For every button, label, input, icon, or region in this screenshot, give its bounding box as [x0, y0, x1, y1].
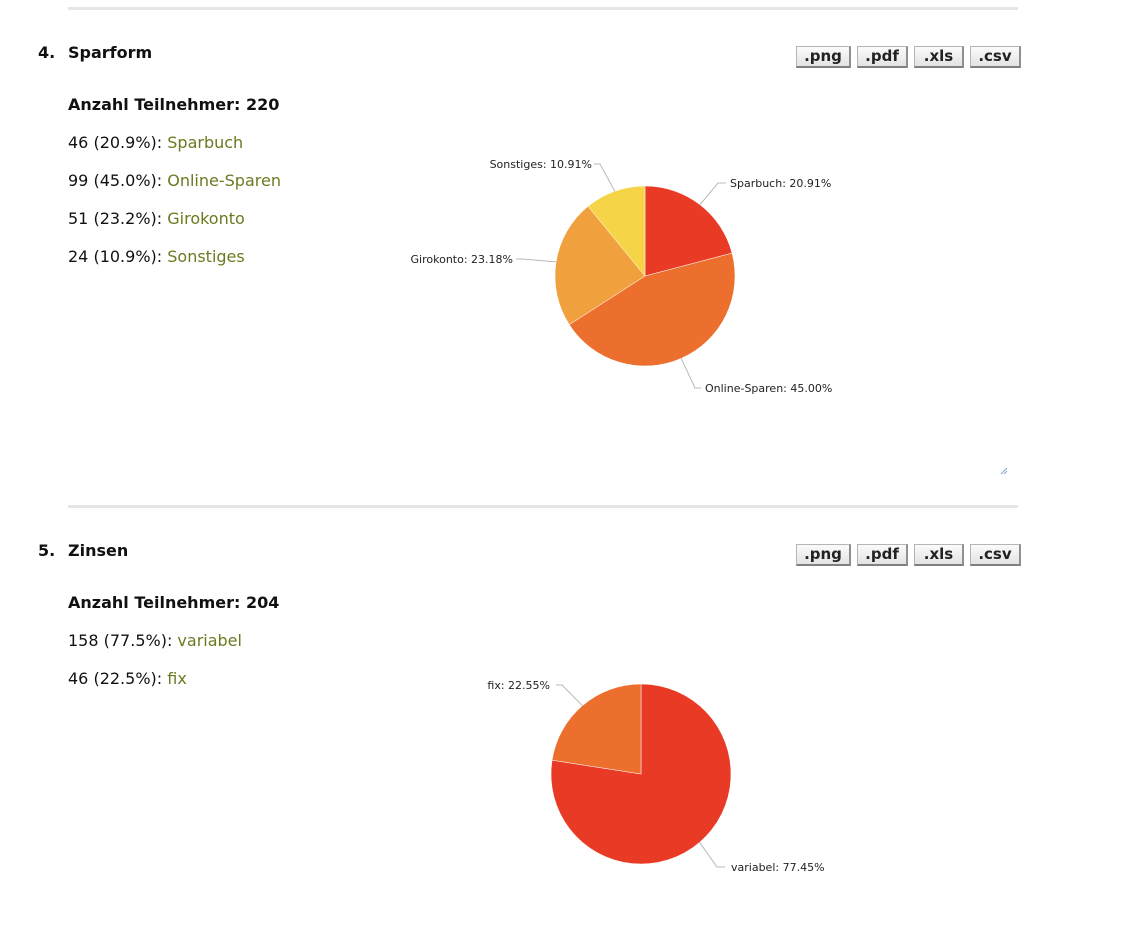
export-pdf-button[interactable]: .pdf [857, 46, 908, 68]
section-divider [68, 7, 1018, 10]
pie-slice-label: Girokonto: 23.18% [411, 253, 513, 266]
pie-label-connector [556, 684, 583, 707]
pie-slice-label: variabel: 77.45% [731, 861, 825, 874]
pie-slice-sonstiges [587, 185, 646, 277]
pie-chart-sparform: Sparbuch: 20.91% Online-Sparen: 45.00% Gir… [411, 158, 833, 395]
export-buttons: .png .pdf .xls .csv [796, 46, 1021, 68]
export-xls-button[interactable]: .xls [914, 46, 964, 68]
answer-count: 46 (22.5%): [68, 669, 163, 688]
pie-slice-online-sparen [568, 252, 736, 367]
answer-option: Girokonto [167, 209, 245, 228]
answer-row: 24 (10.9%): Sonstiges [68, 247, 245, 266]
pie-slice-fix [551, 683, 642, 775]
answer-count: 24 (10.9%): [68, 247, 163, 266]
answer-option: variabel [177, 631, 242, 650]
pie-slice-label: Sparbuch: 20.91% [730, 177, 831, 190]
answer-option: Online-Sparen [167, 171, 281, 190]
answer-count: 51 (23.2%): [68, 209, 163, 228]
answer-row: 51 (23.2%): Girokonto [68, 209, 245, 228]
answer-option: fix [167, 669, 187, 688]
answer-row: 99 (45.0%): Online-Sparen [68, 171, 281, 190]
question-number: 5. [38, 541, 56, 560]
pie-label-connector [699, 842, 725, 868]
export-xls-button[interactable]: .xls [914, 544, 964, 566]
resize-handle-icon[interactable] [1000, 467, 1008, 475]
question-title: Sparform [68, 43, 153, 62]
pie-label-connector [516, 258, 557, 263]
answer-option: Sparbuch [167, 133, 244, 152]
pie-slice-sparbuch [644, 185, 733, 277]
export-pdf-button[interactable]: .pdf [857, 544, 908, 566]
export-buttons: .png .pdf .xls .csv [796, 544, 1021, 566]
export-png-button[interactable]: .png [796, 544, 851, 566]
pie-slice-label: fix: 22.55% [487, 679, 550, 692]
pie-chart-zinsen: variabel: 77.45% fix: 22.55% [487, 679, 825, 874]
section-divider [68, 505, 1018, 508]
pie-label-connector [699, 182, 726, 206]
participant-count: Anzahl Teilnehmer: 220 [68, 95, 280, 114]
answer-row: 46 (22.5%): fix [68, 669, 187, 688]
answer-count: 158 (77.5%): [68, 631, 173, 650]
answer-row: 46 (20.9%): Sparbuch [68, 133, 243, 152]
export-csv-button[interactable]: .csv [970, 46, 1021, 68]
answer-count: 99 (45.0%): [68, 171, 163, 190]
answer-option: Sonstiges [167, 247, 245, 266]
export-png-button[interactable]: .png [796, 46, 851, 68]
pie-slice-label: Sonstiges: 10.91% [490, 158, 592, 171]
pie-label-connector [594, 163, 616, 192]
pie-slice-label: Online-Sparen: 45.00% [705, 382, 832, 395]
participant-count: Anzahl Teilnehmer: 204 [68, 593, 280, 612]
export-csv-button[interactable]: .csv [970, 544, 1021, 566]
question-title: Zinsen [68, 541, 129, 560]
pie-slice-girokonto [554, 205, 646, 325]
pie-label-connector [680, 358, 701, 389]
answer-row: 158 (77.5%): variabel [68, 631, 242, 650]
answer-count: 46 (20.9%): [68, 133, 163, 152]
question-number: 4. [38, 43, 56, 62]
